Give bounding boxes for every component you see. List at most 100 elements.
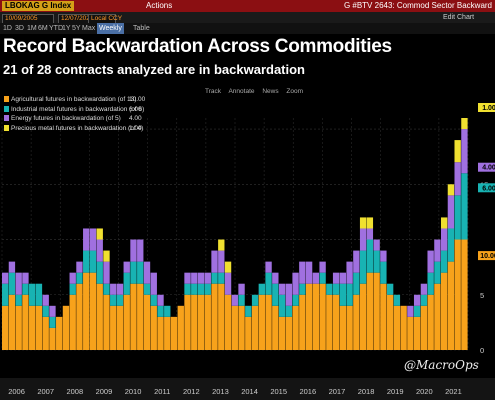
frequency-select[interactable]: Weekly: [97, 23, 124, 34]
period-1y[interactable]: 1Y: [62, 25, 71, 32]
bar-segment-metal: [29, 283, 36, 306]
bar-segment-energy: [332, 272, 340, 284]
bar-segment-agri: [96, 283, 103, 350]
bar-segment-agri: [292, 305, 299, 350]
x-tick-label: 2014: [241, 387, 258, 396]
bar-segment-energy: [110, 283, 117, 295]
bar-segment-energy: [440, 228, 448, 251]
bar-segment-agri: [69, 294, 76, 350]
bar-segment-agri: [42, 316, 49, 350]
bar-segment-agri: [184, 294, 191, 350]
bar-segment-metal: [434, 261, 441, 284]
bar-segment-metal: [96, 261, 103, 284]
x-tick-label: 2011: [154, 387, 170, 396]
bar-segment-metal: [238, 294, 245, 306]
bar-segment-agri: [143, 294, 151, 350]
bar-segment-metal: [103, 283, 110, 295]
bar-segment-energy: [407, 305, 414, 317]
bar-segment-precious: [103, 250, 110, 262]
bar-segment-metal: [332, 283, 340, 295]
bar-segment-agri: [8, 294, 16, 350]
bar-segment-agri: [197, 294, 205, 350]
ticker-field[interactable]: LBOKAG G Index: [2, 1, 75, 11]
bar-segment-agri: [312, 283, 320, 350]
period-max[interactable]: Max: [82, 25, 96, 32]
news-tool[interactable]: News: [262, 88, 279, 95]
bar-segment-agri: [191, 294, 198, 350]
bar-segment-agri: [170, 316, 178, 350]
bar-segment-metal: [110, 294, 117, 306]
bar-segment-agri: [231, 305, 238, 350]
bar-segment-energy: [150, 272, 157, 295]
bar-segment-energy: [353, 250, 360, 273]
annotate-tool[interactable]: Annotate: [228, 88, 255, 95]
bar-segment-agri: [386, 294, 394, 350]
x-tick-label: 2019: [387, 387, 404, 396]
bar-segment-metal: [454, 195, 461, 240]
bar-segment-metal: [83, 250, 90, 273]
bar-segment-metal: [447, 228, 455, 262]
table-button[interactable]: Table: [133, 25, 150, 32]
zoom-tool[interactable]: Zoom: [286, 88, 304, 95]
bar-segment-agri: [407, 316, 414, 350]
x-tick-label: 2013: [212, 387, 229, 396]
period-5y[interactable]: 5Y: [72, 25, 81, 32]
track-tool[interactable]: Track: [205, 88, 222, 95]
bar-segment-energy: [299, 261, 306, 284]
bar-segment-agri: [130, 283, 137, 350]
bar-segment-agri: [62, 305, 70, 350]
bar-segment-metal: [184, 283, 191, 295]
bar-segment-precious: [366, 217, 374, 229]
bar-segment-energy: [420, 283, 428, 295]
period-3d[interactable]: 3D: [15, 25, 24, 32]
last-value-label: 6.00: [482, 185, 495, 192]
x-tick-label: 2007: [37, 387, 54, 396]
period-1m[interactable]: 1M: [27, 25, 37, 32]
bar-segment-precious: [96, 228, 103, 240]
stacked-bar-chart: 2006 2007 2008 2009 2010 2011 2012 2013 2014 2015…: [1, 103, 495, 396]
bar-segment-metal: [22, 283, 29, 295]
bar-segment-agri: [238, 305, 245, 350]
period-6m[interactable]: 6M: [38, 25, 48, 32]
bar-segment-energy: [211, 250, 218, 273]
x-tick-label: 2021: [445, 387, 462, 396]
actions-menu[interactable]: Actions: [146, 0, 172, 12]
bar-segment-agri: [400, 305, 407, 350]
bar-segment-metal: [123, 272, 130, 295]
chart-tools: Track Annotate News Zoom: [205, 88, 309, 95]
bar-segment-metal: [339, 283, 347, 306]
bar-segment-agri: [427, 294, 434, 350]
legend-entry-metal: Industrial metal futures in backwardatio…: [4, 105, 144, 115]
bar-segment-precious: [440, 217, 448, 229]
bar-segment-metal: [49, 316, 56, 328]
x-tick-label: 2008: [66, 387, 83, 396]
bar-segment-agri: [265, 294, 272, 350]
bar-segment-metal: [89, 250, 97, 273]
bar-segment-agri: [413, 316, 421, 350]
bar-segment-energy: [123, 261, 130, 273]
window-title: G #BTV 2643: Commod Sector Backward: [343, 1, 492, 10]
period-ytd[interactable]: YTD: [49, 25, 63, 32]
bar-segment-metal: [326, 283, 333, 295]
bar-segment-metal: [359, 250, 367, 284]
bar-segment-agri: [157, 316, 164, 350]
bar-segment-metal: [299, 283, 306, 295]
date-toolbar: 10/09/2005 12/07/2021 Local CCY Edit Cha…: [0, 12, 495, 24]
bar-segment-agri: [285, 316, 293, 350]
bar-segment-agri: [420, 305, 428, 350]
edit-chart-button[interactable]: Edit Chart: [443, 12, 474, 23]
bar-segment-metal: [265, 272, 272, 295]
period-1d[interactable]: 1D: [3, 25, 12, 32]
edit-chart-label[interactable]: Edit Chart: [443, 14, 475, 21]
bar-segment-energy: [312, 272, 320, 284]
bar-segment-energy: [272, 272, 279, 284]
last-value-tag: [478, 251, 495, 261]
bar-segment-energy: [346, 261, 353, 284]
bar-segment-energy: [359, 228, 367, 251]
actions-label[interactable]: Actions: [146, 1, 173, 10]
bar-segment-energy: [413, 294, 421, 306]
period-toolbar: 1D 3D 1M 6M YTD 1Y 5Y Max Weekly Table: [0, 23, 495, 34]
bar-segment-energy: [49, 305, 56, 317]
bar-segment-metal: [420, 294, 428, 306]
bar-segment-energy: [22, 272, 29, 284]
